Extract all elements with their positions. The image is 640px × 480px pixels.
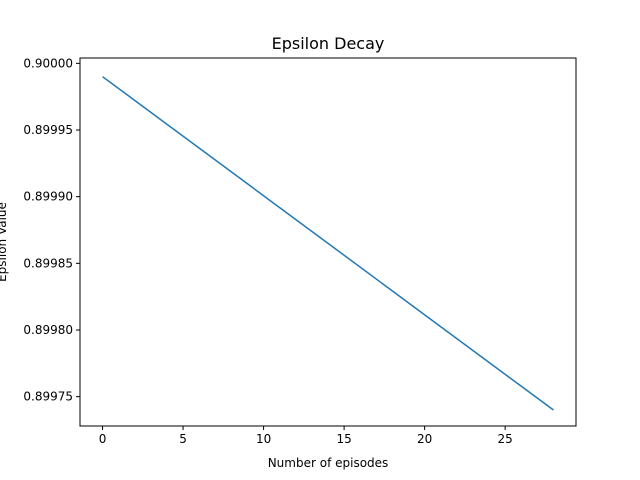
x-axis-label: Number of episodes (268, 456, 389, 470)
chart-title: Epsilon Decay (272, 34, 385, 53)
y-tick-label: 0.90000 (23, 56, 73, 70)
x-tick-label: 0 (99, 432, 107, 446)
y-axis-ticks: 0.89975 0.89980 0.89985 0.89990 0.89995 0.900… (23, 56, 80, 404)
x-tick-label: 25 (498, 432, 513, 446)
y-axis-label: Epsilon Value (0, 202, 9, 282)
plot-frame (79, 57, 577, 427)
x-tick-label: 20 (417, 432, 432, 446)
epsilon-series-line (102, 76, 554, 411)
y-tick-label: 0.89990 (23, 190, 73, 204)
y-tick-label: 0.89975 (23, 390, 73, 404)
y-tick-label: 0.89985 (23, 256, 73, 270)
x-tick-label: 5 (179, 432, 187, 446)
x-tick-label: 15 (336, 432, 351, 446)
y-tick-label: 0.89980 (23, 323, 73, 337)
x-tick-label: 10 (256, 432, 271, 446)
x-axis-ticks: 0 5 10 15 20 25 (99, 426, 513, 446)
series-layer (102, 76, 554, 411)
y-tick-label: 0.89995 (23, 123, 73, 137)
